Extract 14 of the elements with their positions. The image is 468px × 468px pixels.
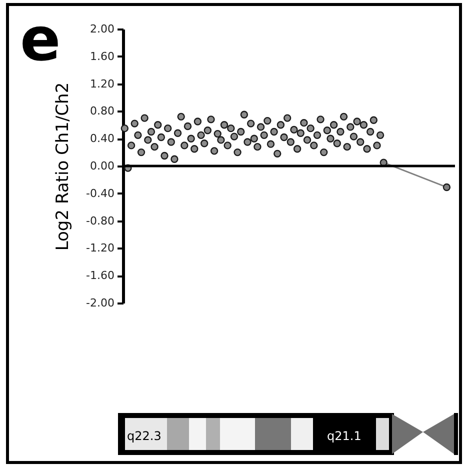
y-tick-label: -1.60 (86, 269, 114, 282)
y-tick-label: 1.20 (90, 77, 114, 90)
y-tick-label: 0.00 (90, 160, 114, 172)
y-tick-label: -1.20 (86, 242, 114, 255)
chart-title: e (20, 5, 61, 75)
y-tick-label: 1.60 (90, 50, 114, 63)
y-tick-label: 0.40 (90, 132, 114, 146)
y-tick-label: -0.40 (86, 186, 114, 200)
y-tick-label: 0.80 (90, 104, 114, 118)
y-tick-label: 2.00 (90, 22, 114, 36)
chromosome-ideogram: q22.3 q21.1 (118, 413, 458, 455)
y-tick-label: -0.80 (86, 214, 114, 228)
y-axis-title: Log2 Ratio Ch1/Ch2 (53, 82, 74, 251)
y-tick-label: -2.00 (86, 296, 114, 310)
